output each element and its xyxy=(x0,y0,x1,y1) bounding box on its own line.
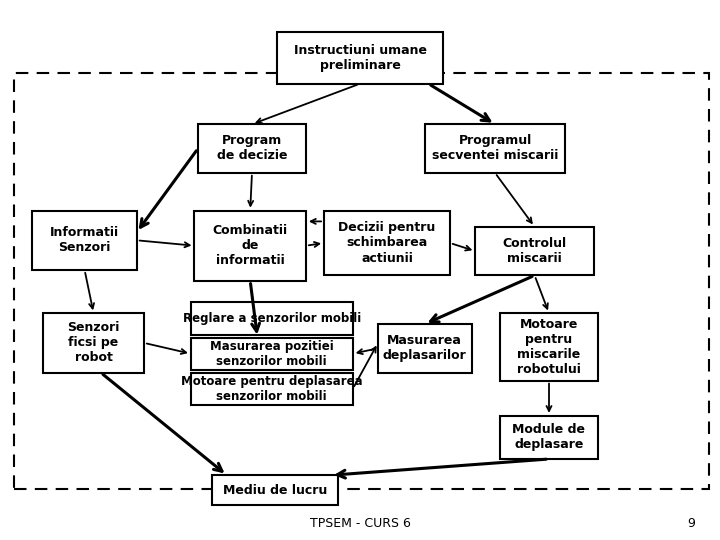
FancyBboxPatch shape xyxy=(14,73,709,489)
FancyBboxPatch shape xyxy=(191,338,353,370)
Text: Instructiuni umane
preliminare: Instructiuni umane preliminare xyxy=(294,44,426,72)
Text: Motoare pentru deplasarea
senzorilor mobili: Motoare pentru deplasarea senzorilor mob… xyxy=(181,375,363,403)
FancyBboxPatch shape xyxy=(212,475,338,505)
FancyBboxPatch shape xyxy=(198,124,306,173)
Text: Masurarea
deplasarilor: Masurarea deplasarilor xyxy=(383,334,467,362)
FancyBboxPatch shape xyxy=(194,211,306,281)
Text: Senzori
ficsi pe
robot: Senzori ficsi pe robot xyxy=(68,321,120,365)
Text: 9: 9 xyxy=(687,517,695,530)
FancyBboxPatch shape xyxy=(277,32,443,84)
FancyBboxPatch shape xyxy=(43,313,144,373)
FancyBboxPatch shape xyxy=(191,373,353,405)
FancyBboxPatch shape xyxy=(324,211,450,275)
FancyBboxPatch shape xyxy=(191,302,353,335)
FancyBboxPatch shape xyxy=(500,313,598,381)
Text: Combinatii
de
informatii: Combinatii de informatii xyxy=(212,224,288,267)
Text: Mediu de lucru: Mediu de lucru xyxy=(223,483,328,497)
Text: Masurarea pozitiei
senzorilor mobili: Masurarea pozitiei senzorilor mobili xyxy=(210,340,333,368)
Text: Programul
secventei miscarii: Programul secventei miscarii xyxy=(432,134,558,163)
Text: Motoare
pentru
miscarile
robotului: Motoare pentru miscarile robotului xyxy=(517,318,581,376)
Text: Module de
deplasare: Module de deplasare xyxy=(513,423,585,451)
Text: Decizii pentru
schimbarea
actiunii: Decizii pentru schimbarea actiunii xyxy=(338,221,436,265)
FancyBboxPatch shape xyxy=(425,124,565,173)
FancyBboxPatch shape xyxy=(378,324,472,373)
Text: TPSEM - CURS 6: TPSEM - CURS 6 xyxy=(310,517,410,530)
Text: Reglare a senzorilor mobili: Reglare a senzorilor mobili xyxy=(183,312,361,325)
FancyBboxPatch shape xyxy=(32,211,137,270)
Text: Program
de decizie: Program de decizie xyxy=(217,134,287,163)
Text: Informatii
Senzori: Informatii Senzori xyxy=(50,226,120,254)
FancyBboxPatch shape xyxy=(500,416,598,459)
FancyBboxPatch shape xyxy=(475,227,594,275)
Text: Controlul
miscarii: Controlul miscarii xyxy=(503,237,567,265)
